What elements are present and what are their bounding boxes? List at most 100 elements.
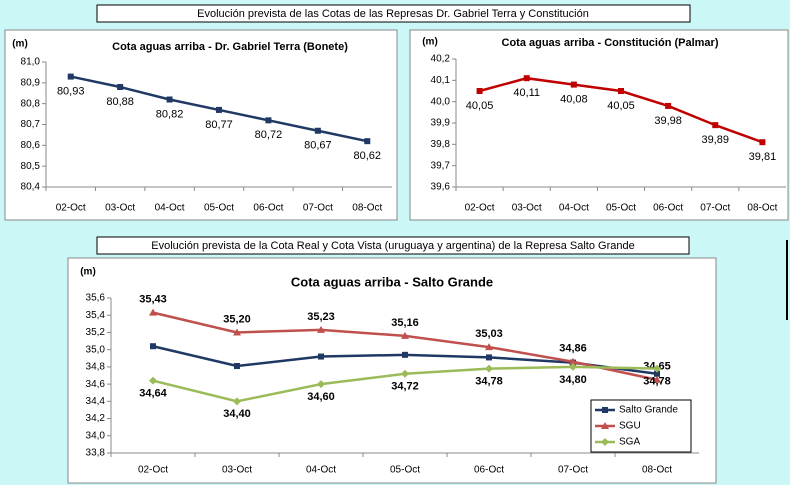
data-label: 80,88	[106, 96, 134, 108]
chart-title: Cota aguas arriba - Dr. Gabriel Terra (B…	[112, 41, 348, 53]
data-label: 80,93	[57, 85, 85, 97]
chart-box	[4, 29, 398, 221]
data-label: 80,62	[354, 150, 382, 162]
data-label: 34,64	[139, 388, 167, 400]
x-tick-label: 02-Oct	[138, 465, 168, 476]
legend-label: Salto Grande	[619, 405, 678, 416]
point	[233, 328, 241, 336]
y-tick-label: 34,2	[86, 413, 106, 424]
x-tick-label: 05-Oct	[204, 203, 234, 214]
x-tick-label: 08-Oct	[352, 203, 382, 214]
point	[150, 343, 156, 350]
y-tick-label: 33,8	[86, 448, 106, 459]
data-label: 35,23	[307, 311, 335, 323]
data-label: 40,11	[513, 87, 540, 99]
point	[569, 357, 577, 365]
data-label: 40,05	[607, 100, 635, 112]
point	[665, 102, 672, 109]
y-tick-label: 35,0	[86, 344, 106, 355]
data-label: 34,78	[475, 376, 503, 388]
banner-box	[96, 236, 690, 255]
x-tick-label: 03-Oct	[222, 465, 252, 476]
point	[364, 138, 371, 145]
y-tick-label: 34,0	[86, 430, 106, 441]
x-tick-label: 03-Oct	[105, 203, 135, 214]
data-label: 80,72	[255, 129, 283, 141]
point	[712, 122, 719, 129]
data-label: 34,72	[391, 381, 419, 393]
x-tick-label: 05-Oct	[606, 203, 636, 214]
chart-title: Cota aguas arriba - Salto Grande	[291, 274, 493, 289]
point	[654, 370, 660, 377]
point	[485, 364, 493, 373]
point	[523, 75, 530, 82]
point	[265, 117, 272, 124]
y-tick-label: 35,6	[86, 293, 106, 304]
y-tick-label: 35,4	[86, 310, 106, 321]
data-label: 80,77	[205, 119, 233, 131]
x-tick-label: 07-Oct	[303, 203, 333, 214]
y-tick-label: 39,6	[431, 182, 451, 193]
point	[149, 308, 157, 316]
data-label: 34,40	[223, 408, 251, 420]
y-tick-label: 80,9	[21, 77, 41, 88]
data-label: 80,82	[156, 108, 184, 120]
y-tick-label: 35,2	[86, 327, 106, 338]
point	[759, 139, 766, 146]
point	[317, 380, 325, 389]
point	[314, 127, 321, 134]
point	[166, 96, 173, 103]
point	[570, 81, 577, 88]
point	[401, 369, 409, 378]
banner-box	[96, 4, 691, 23]
point	[233, 397, 241, 406]
x-tick-label: 04-Oct	[306, 465, 336, 476]
point	[486, 354, 492, 361]
data-label: 39,98	[654, 115, 682, 127]
data-label: 80,67	[304, 140, 332, 152]
y-tick-label: 40,0	[431, 96, 451, 107]
y-tick-label: 40,2	[431, 54, 451, 65]
y-tick-label: 34,6	[86, 379, 106, 390]
point	[402, 351, 408, 358]
chart-title: Cota aguas arriba - Constitución (Palmar…	[502, 37, 719, 49]
x-tick-label: 06-Oct	[474, 465, 504, 476]
y-tick-label: 39,7	[431, 160, 451, 171]
data-label: 35,16	[391, 317, 419, 329]
banner-title: Evolución prevista de las Cotas de las R…	[197, 8, 589, 20]
y-tick-label: 40,1	[431, 75, 451, 86]
data-label: 35,20	[223, 313, 251, 325]
banner-title: Evolución prevista de la Cota Real y Cot…	[151, 240, 634, 252]
y-axis-label: (m)	[12, 39, 28, 50]
point	[117, 84, 124, 90]
x-tick-label: 06-Oct	[253, 203, 283, 214]
point	[216, 106, 222, 113]
x-tick-label: 07-Oct	[700, 203, 730, 214]
point	[653, 375, 661, 383]
point	[653, 364, 661, 373]
legend-label: SGU	[619, 421, 641, 432]
x-tick-label: 08-Oct	[642, 465, 672, 476]
legend-label: SGA	[619, 437, 640, 448]
data-label: 35,43	[139, 294, 167, 306]
y-tick-label: 34,4	[86, 396, 106, 407]
x-tick-label: 07-Oct	[558, 465, 588, 476]
y-tick-label: 80,7	[21, 119, 41, 130]
point	[318, 353, 324, 360]
legend-marker	[602, 407, 608, 413]
x-tick-label: 04-Oct	[559, 203, 589, 214]
y-tick-label: 39,8	[431, 139, 451, 150]
y-tick-label: 81,0	[21, 57, 41, 68]
y-tick-label: 80,5	[21, 161, 41, 172]
x-tick-label: 06-Oct	[653, 203, 683, 214]
x-tick-label: 05-Oct	[390, 465, 420, 476]
legend-marker	[601, 438, 609, 446]
data-label: 39,89	[702, 134, 730, 146]
point	[476, 88, 483, 94]
point	[234, 363, 240, 370]
data-label: 34,80	[559, 374, 587, 386]
point	[149, 376, 157, 385]
point	[317, 325, 325, 333]
x-tick-label: 08-Oct	[747, 203, 777, 214]
